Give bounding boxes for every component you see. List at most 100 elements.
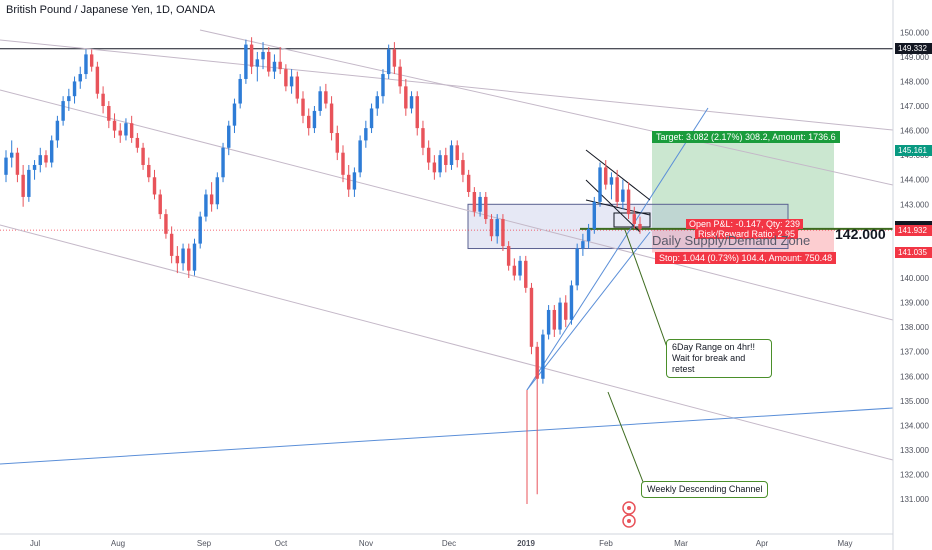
- candle-body: [518, 260, 522, 276]
- candle-body: [164, 214, 168, 234]
- candle-body: [249, 44, 254, 67]
- price-tag: 141.035: [895, 246, 932, 258]
- price-tag: 145.161: [895, 145, 932, 157]
- candle-body: [529, 287, 534, 347]
- candle-body: [84, 54, 88, 75]
- y-tick-label: 137.000: [900, 348, 929, 357]
- y-tick-label: 150.000: [900, 28, 929, 37]
- candle-body: [381, 74, 385, 97]
- candle-body: [438, 155, 442, 173]
- y-tick-label: 143.000: [900, 200, 929, 209]
- y-tick-label: 135.000: [900, 397, 929, 406]
- candle-body: [141, 147, 145, 165]
- price-tag: 149.332: [895, 42, 932, 54]
- candle-body: [489, 219, 494, 237]
- stop-label: Stop: 1.044 (0.73%) 104.4, Amount: 750.4…: [655, 252, 837, 264]
- y-tick-label: 134.000: [900, 421, 929, 430]
- candle-body: [267, 51, 271, 72]
- candle-body: [38, 155, 42, 165]
- candle-body: [147, 164, 151, 178]
- x-tick-label: Mar: [674, 539, 688, 548]
- candle-body: [95, 66, 100, 94]
- candle-body: [204, 194, 208, 217]
- y-tick-label: 131.000: [900, 495, 929, 504]
- candle-body: [181, 248, 185, 264]
- candle-body: [449, 145, 454, 165]
- x-tick-label: Nov: [359, 539, 373, 548]
- candle-body: [558, 302, 562, 330]
- candle-body: [592, 201, 597, 229]
- candle-body: [598, 167, 602, 202]
- channel-line: [199, 29, 894, 186]
- candle-body: [4, 157, 8, 175]
- chart-title: British Pound / Japanese Yen, 1D, OANDA: [6, 4, 216, 16]
- candle-body: [632, 214, 637, 224]
- candle-body: [67, 96, 71, 102]
- candle-body: [9, 152, 14, 158]
- candle-body: [461, 160, 465, 175]
- x-tick-label: Feb: [599, 539, 613, 548]
- level-label: 142.000: [835, 226, 886, 242]
- candle-body: [335, 133, 339, 153]
- candle-body: [569, 285, 574, 320]
- wedge-line: [585, 149, 651, 201]
- candle-body: [524, 260, 528, 288]
- candle-body: [112, 120, 117, 131]
- candle-body: [129, 123, 134, 138]
- y-tick-label: 136.000: [900, 372, 929, 381]
- uptrend-line: [526, 231, 651, 391]
- x-tick-label: Aug: [111, 539, 125, 548]
- candle-body: [78, 74, 82, 82]
- channel-line: [0, 224, 894, 461]
- candle-body: [169, 233, 174, 256]
- candle-body: [192, 243, 197, 271]
- candle-body: [198, 216, 202, 244]
- candle-body: [261, 51, 265, 60]
- range-note-line2: Wait for break and retest: [672, 353, 746, 374]
- zone-label: Daily Supply/Demand Zone: [652, 233, 811, 248]
- candle-body: [107, 106, 111, 121]
- candle-body: [564, 302, 568, 320]
- candle-body: [209, 194, 214, 205]
- candle-body: [386, 49, 391, 75]
- target-label: Target: 3.082 (2.17%) 308.2, Amount: 173…: [652, 131, 840, 143]
- candle-body: [398, 66, 402, 87]
- x-tick-label: Jul: [30, 539, 40, 548]
- candle-body: [175, 255, 180, 264]
- candle-body: [626, 189, 631, 215]
- candle-body: [118, 130, 122, 136]
- candle-body: [604, 167, 608, 185]
- trend-lines: [0, 29, 894, 504]
- candle-body: [221, 147, 225, 178]
- candle-body: [61, 101, 65, 121]
- candle-body: [255, 59, 260, 67]
- x-tick-label: 2019: [517, 539, 535, 548]
- range-note: 6Day Range on 4hr!! Wait for break and r…: [666, 339, 772, 378]
- candle-body: [72, 81, 77, 97]
- candle-body: [215, 177, 220, 205]
- y-tick-label: 139.000: [900, 299, 929, 308]
- candle-body: [369, 108, 374, 129]
- candle-body: [546, 309, 551, 335]
- candle-body: [278, 61, 282, 70]
- candle-body: [432, 162, 437, 173]
- candle-body: [466, 174, 471, 193]
- candle-body: [346, 174, 351, 190]
- candle-body: [238, 78, 242, 104]
- range-note-line1: 6Day Range on 4hr!!: [672, 342, 756, 352]
- candle-body: [27, 169, 31, 197]
- price-axis: 150.000149.000148.000147.000146.000145.0…: [892, 0, 929, 550]
- candle-body: [575, 248, 579, 286]
- candle-body: [318, 91, 322, 111]
- candle-body: [586, 228, 591, 242]
- candle-body: [421, 128, 425, 148]
- candle-body: [284, 69, 288, 87]
- candle-body: [364, 128, 368, 141]
- candle-body: [289, 76, 294, 87]
- channel-note: Weekly Descending Channel: [641, 481, 769, 498]
- candle-body: [415, 96, 419, 129]
- candle-body: [495, 219, 499, 237]
- candle-body: [404, 86, 408, 109]
- candle-body: [455, 145, 459, 161]
